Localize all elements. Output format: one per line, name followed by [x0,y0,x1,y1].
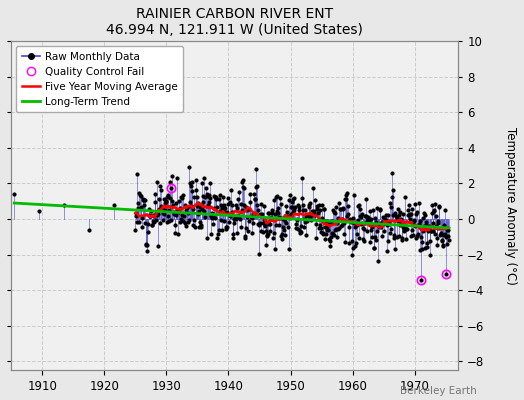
Text: Berkeley Earth: Berkeley Earth [400,386,477,396]
Y-axis label: Temperature Anomaly (°C): Temperature Anomaly (°C) [504,127,517,285]
Title: RAINIER CARBON RIVER ENT
46.994 N, 121.911 W (United States): RAINIER CARBON RIVER ENT 46.994 N, 121.9… [106,7,363,37]
Legend: Raw Monthly Data, Quality Control Fail, Five Year Moving Average, Long-Term Tren: Raw Monthly Data, Quality Control Fail, … [16,46,183,112]
